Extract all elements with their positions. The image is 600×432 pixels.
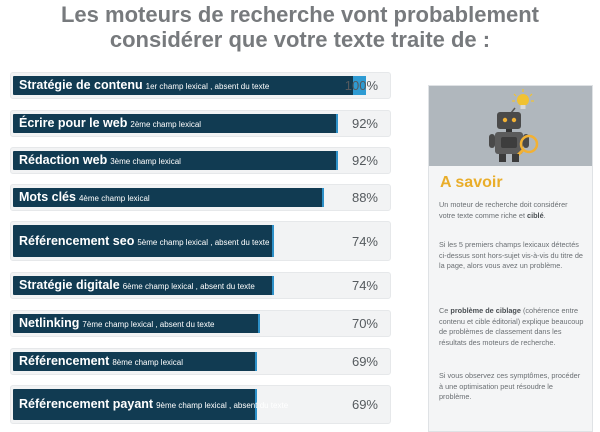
score-bar (13, 151, 338, 170)
keyword-label: Mots clés (19, 190, 76, 204)
page-title-line1: Les moteurs de recherche vont probableme… (60, 2, 540, 27)
lexical-row: Stratégie de contenu 1er champ lexical , … (10, 72, 391, 99)
panel-paragraph: Si vous observez ces symptômes, procéder… (439, 371, 581, 402)
lexical-row: Référencement seo 5ème champ lexical , ab… (10, 221, 391, 261)
score-percent: 70% (351, 316, 378, 331)
keyword-detail: 1er champ lexical , absent du texte (145, 82, 270, 91)
lexical-row: Mots clés 4ème champ lexical 88% (10, 184, 391, 211)
score-bar (13, 352, 257, 371)
keyword-label: Écrire pour le web (19, 116, 128, 130)
score-percent: 69% (351, 397, 378, 412)
score-percent: 92% (351, 153, 378, 168)
lexical-row: Netlinking 7ème champ lexical , absent du… (10, 310, 391, 337)
score-bar (13, 76, 366, 95)
keyword-detail: 4ème champ lexical (78, 194, 150, 203)
lexical-row: Rédaction web 3ème champ lexical 92% (10, 147, 391, 174)
keyword-detail: 9ème champ lexical , absent du texte (156, 401, 289, 410)
keyword-detail: 7ème champ lexical , absent du texte (82, 320, 215, 329)
score-percent: 92% (351, 116, 378, 131)
keyword-label: Référencement payant (19, 397, 154, 411)
score-percent: 69% (351, 354, 378, 369)
lexical-row: Stratégie digitale 6ème champ lexical , a… (10, 272, 391, 299)
keyword-detail: 6ème champ lexical , absent du texte (122, 282, 255, 291)
page-title: Les moteurs de recherche vont probableme… (0, 2, 600, 52)
keyword-label: Stratégie de contenu (19, 78, 143, 92)
robot-icon (489, 89, 539, 162)
keyword-detail: 2ème champ lexical (130, 120, 202, 129)
keyword-label: Stratégie digitale (19, 278, 120, 292)
panel-paragraph: Si les 5 premiers champs lexicaux détect… (439, 240, 583, 271)
lexical-row: Référencement payant 9ème champ lexical ,… (10, 385, 391, 424)
robot-illustration (429, 86, 592, 166)
light-bulb-icon (512, 89, 534, 109)
score-bar (13, 225, 274, 257)
panel-paragraph: Ce problème de ciblage (cohérence entre … (439, 306, 584, 347)
score-bar (13, 389, 257, 420)
score-bar (13, 314, 260, 333)
score-bar (13, 276, 274, 295)
score-percent: 88% (351, 190, 378, 205)
keyword-label: Référencement (19, 354, 110, 368)
score-bar (13, 114, 338, 133)
keyword-detail: 8ème champ lexical (112, 358, 184, 367)
score-percent: 74% (351, 278, 378, 293)
score-percent: 100% (344, 78, 378, 93)
panel-paragraph: Un moteur de recherche doit considérer v… (439, 200, 568, 220)
info-panel: A savoir Un moteur de recherche doit con… (428, 85, 593, 432)
panel-heading: A savoir (440, 174, 503, 191)
keyword-label: Rédaction web (19, 153, 108, 167)
keyword-label: Netlinking (19, 316, 80, 330)
lexical-row: Écrire pour le web 2ème champ lexical 92% (10, 110, 391, 137)
keyword-label: Référencement seo (19, 233, 135, 248)
page-title-line2: considérer que votre texte traite de : (109, 27, 491, 52)
lexical-row: Référencement 8ème champ lexical 69% (10, 348, 391, 375)
keyword-detail: 3ème champ lexical (110, 157, 181, 166)
keyword-detail: 5ème champ lexical , absent du texte (137, 237, 270, 247)
score-bar (13, 188, 324, 207)
score-percent: 74% (351, 233, 378, 249)
